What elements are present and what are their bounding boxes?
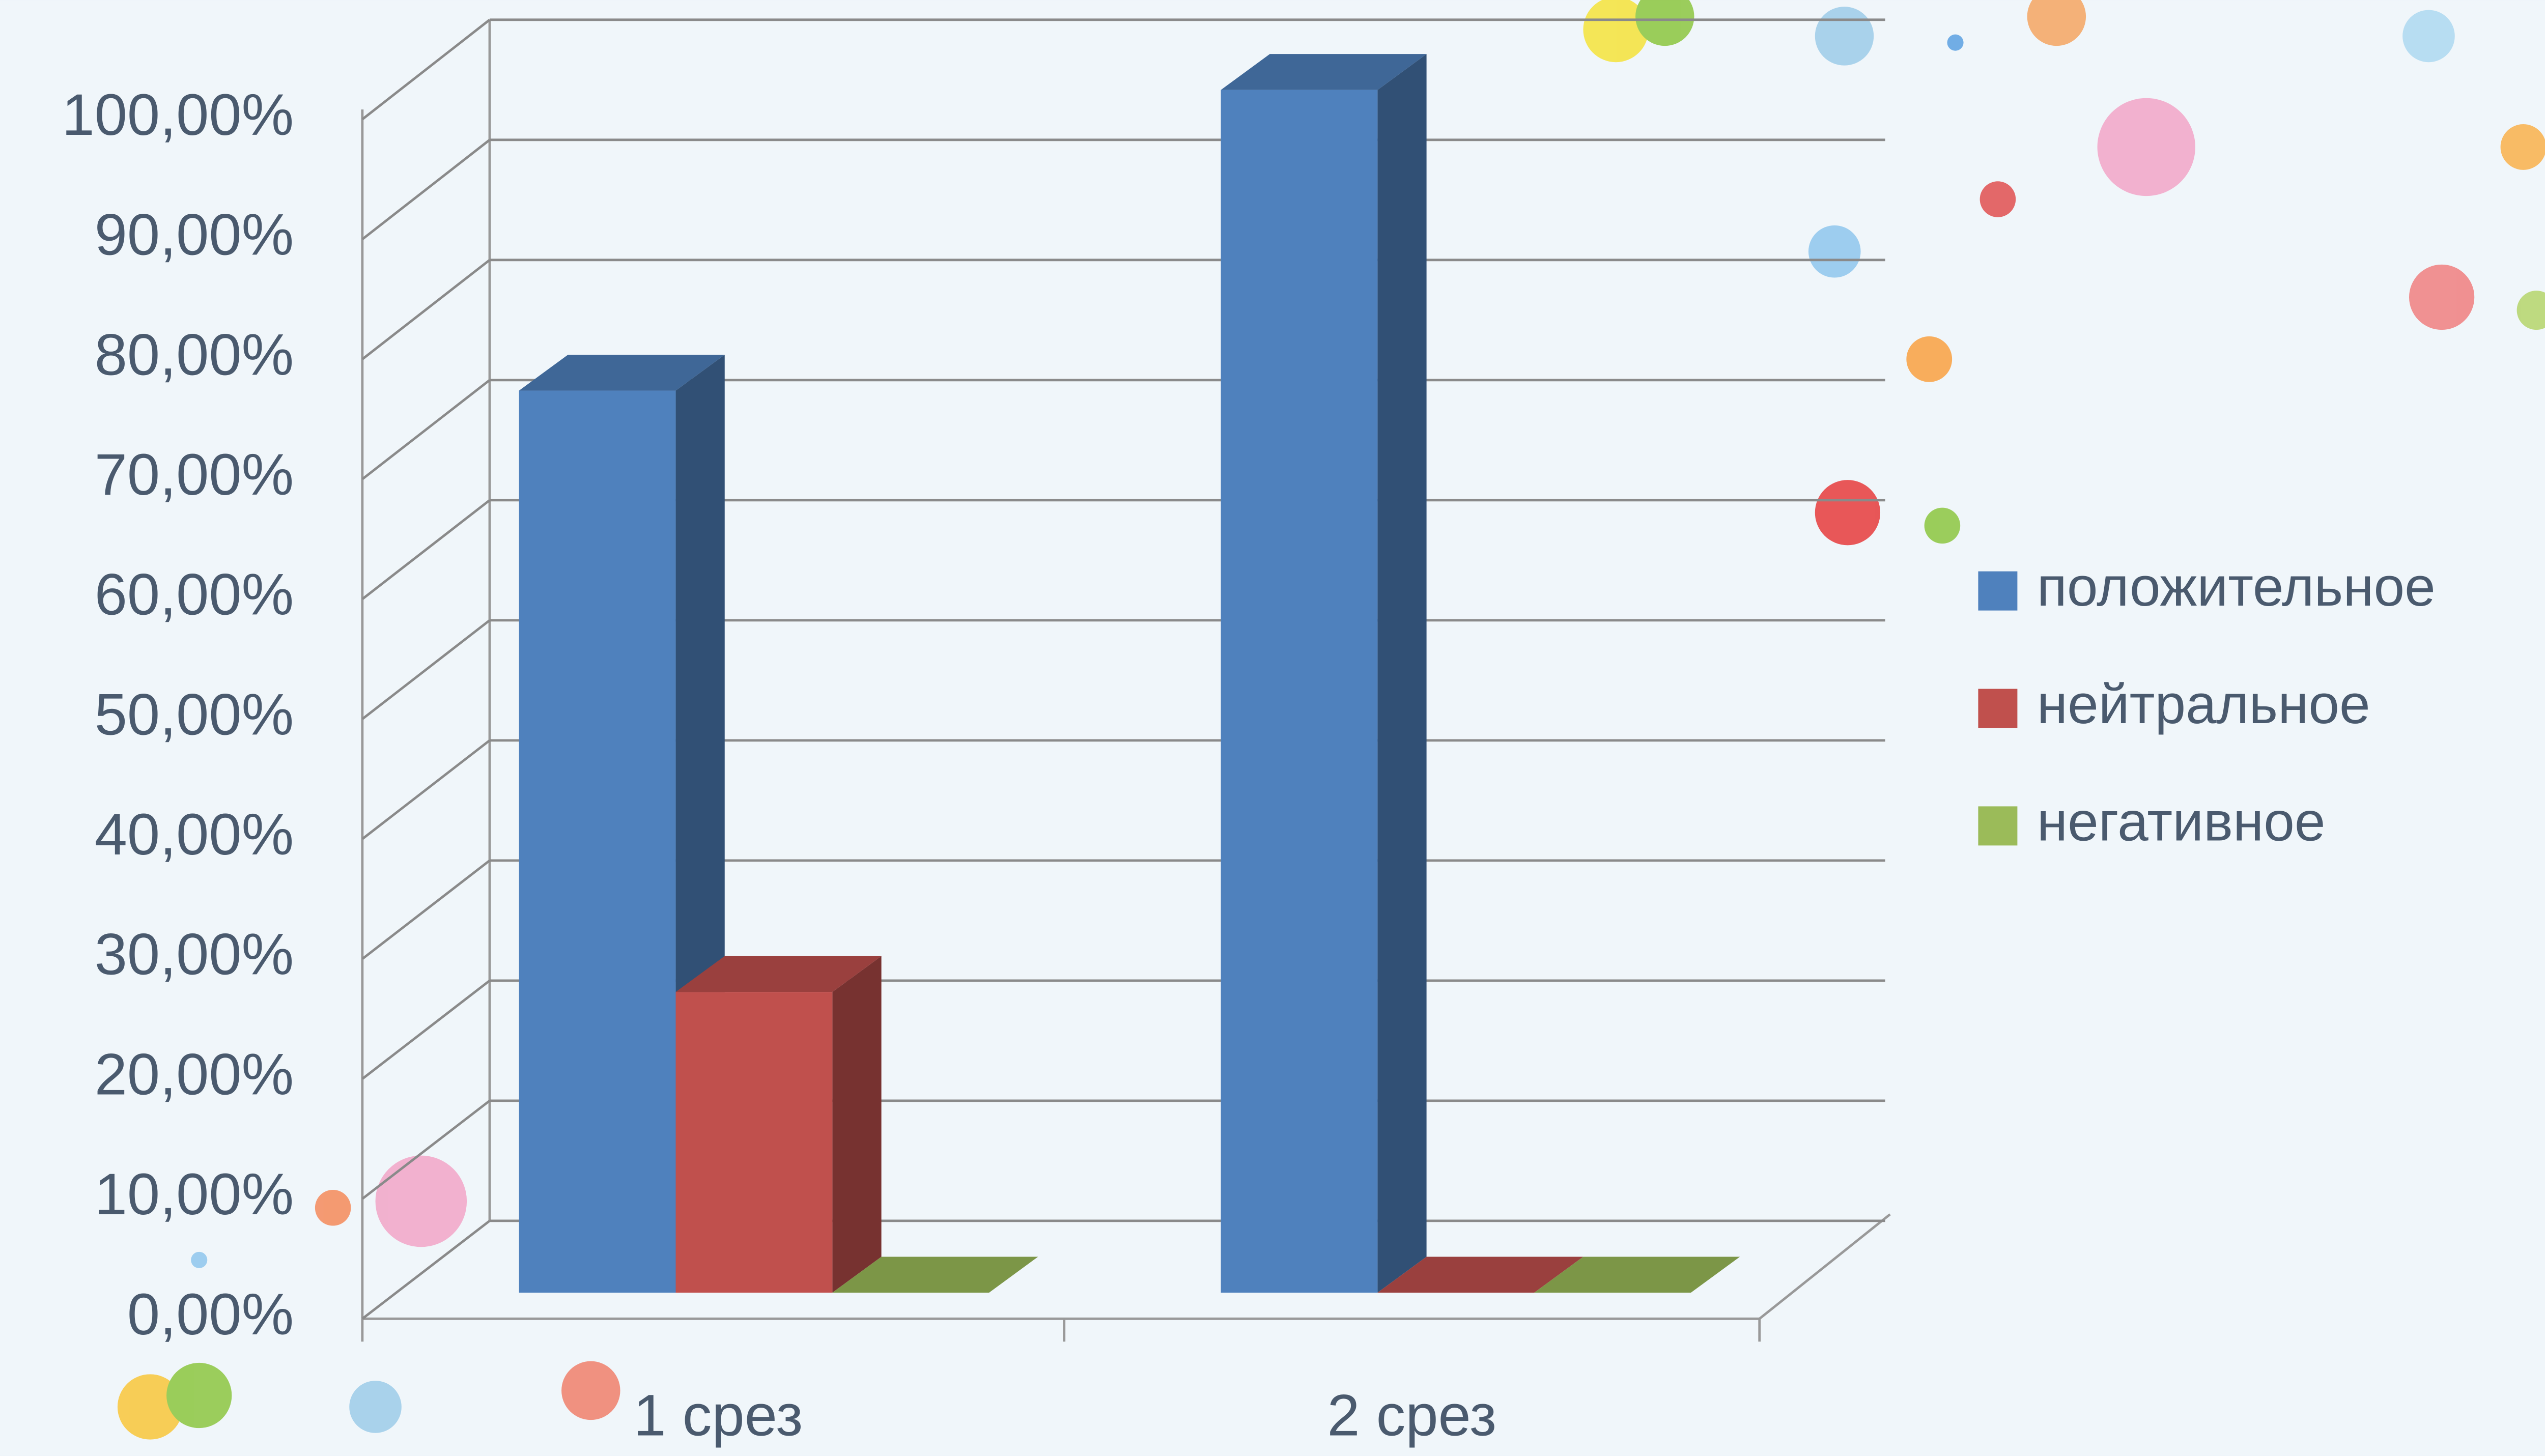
- y-tick-label: 0,00%: [127, 1282, 294, 1347]
- y-tick-label: 40,00%: [95, 802, 294, 867]
- legend-swatch: [1978, 571, 2018, 611]
- floor-edge: [1759, 1213, 1891, 1320]
- bar: [675, 992, 833, 1293]
- y-tick-label: 100,00%: [62, 82, 294, 148]
- grid-diagonal: [361, 739, 491, 840]
- y-tick-label: 80,00%: [95, 322, 294, 387]
- grid-diagonal: [361, 619, 491, 720]
- y-tick-label: 30,00%: [95, 922, 294, 987]
- y-tick-label: 10,00%: [95, 1162, 294, 1227]
- y-tick-label: 90,00%: [95, 203, 294, 268]
- grid-diagonal: [361, 1219, 491, 1320]
- bar-top: [1377, 1257, 1583, 1293]
- y-tick-label: 60,00%: [95, 562, 294, 627]
- bar: [519, 390, 676, 1293]
- legend-label: негативное: [2037, 791, 2326, 853]
- bar-side: [832, 956, 882, 1293]
- legend-swatch: [1978, 689, 2018, 728]
- bar-top: [832, 1257, 1038, 1293]
- bar-top: [675, 956, 882, 992]
- y-tick-label: 70,00%: [95, 442, 294, 507]
- x-tick-label: 1 срез: [634, 1383, 803, 1448]
- grid-diagonal: [361, 259, 491, 360]
- decor: [117, 0, 2545, 1440]
- y-tick-label: 50,00%: [95, 682, 294, 747]
- grid-diagonal: [361, 18, 491, 121]
- x-tick-label: 2 срез: [1327, 1383, 1496, 1448]
- bar-top: [1534, 1257, 1740, 1293]
- grid-diagonal: [361, 859, 491, 960]
- bar-top: [519, 354, 725, 391]
- bar: [1221, 90, 1378, 1293]
- grid-diagonal: [361, 379, 491, 480]
- y-tick-label: 20,00%: [95, 1042, 294, 1107]
- legend-label: нейтральное: [2037, 673, 2370, 735]
- bar-side: [1377, 54, 1427, 1293]
- legend-swatch: [1978, 806, 2018, 846]
- grid-diagonal: [361, 979, 491, 1080]
- bar-top: [1221, 54, 1427, 90]
- grid-diagonal: [361, 499, 491, 601]
- grid-diagonal: [361, 1099, 491, 1200]
- grid-diagonal: [361, 138, 491, 241]
- legend-label: положительное: [2037, 556, 2436, 618]
